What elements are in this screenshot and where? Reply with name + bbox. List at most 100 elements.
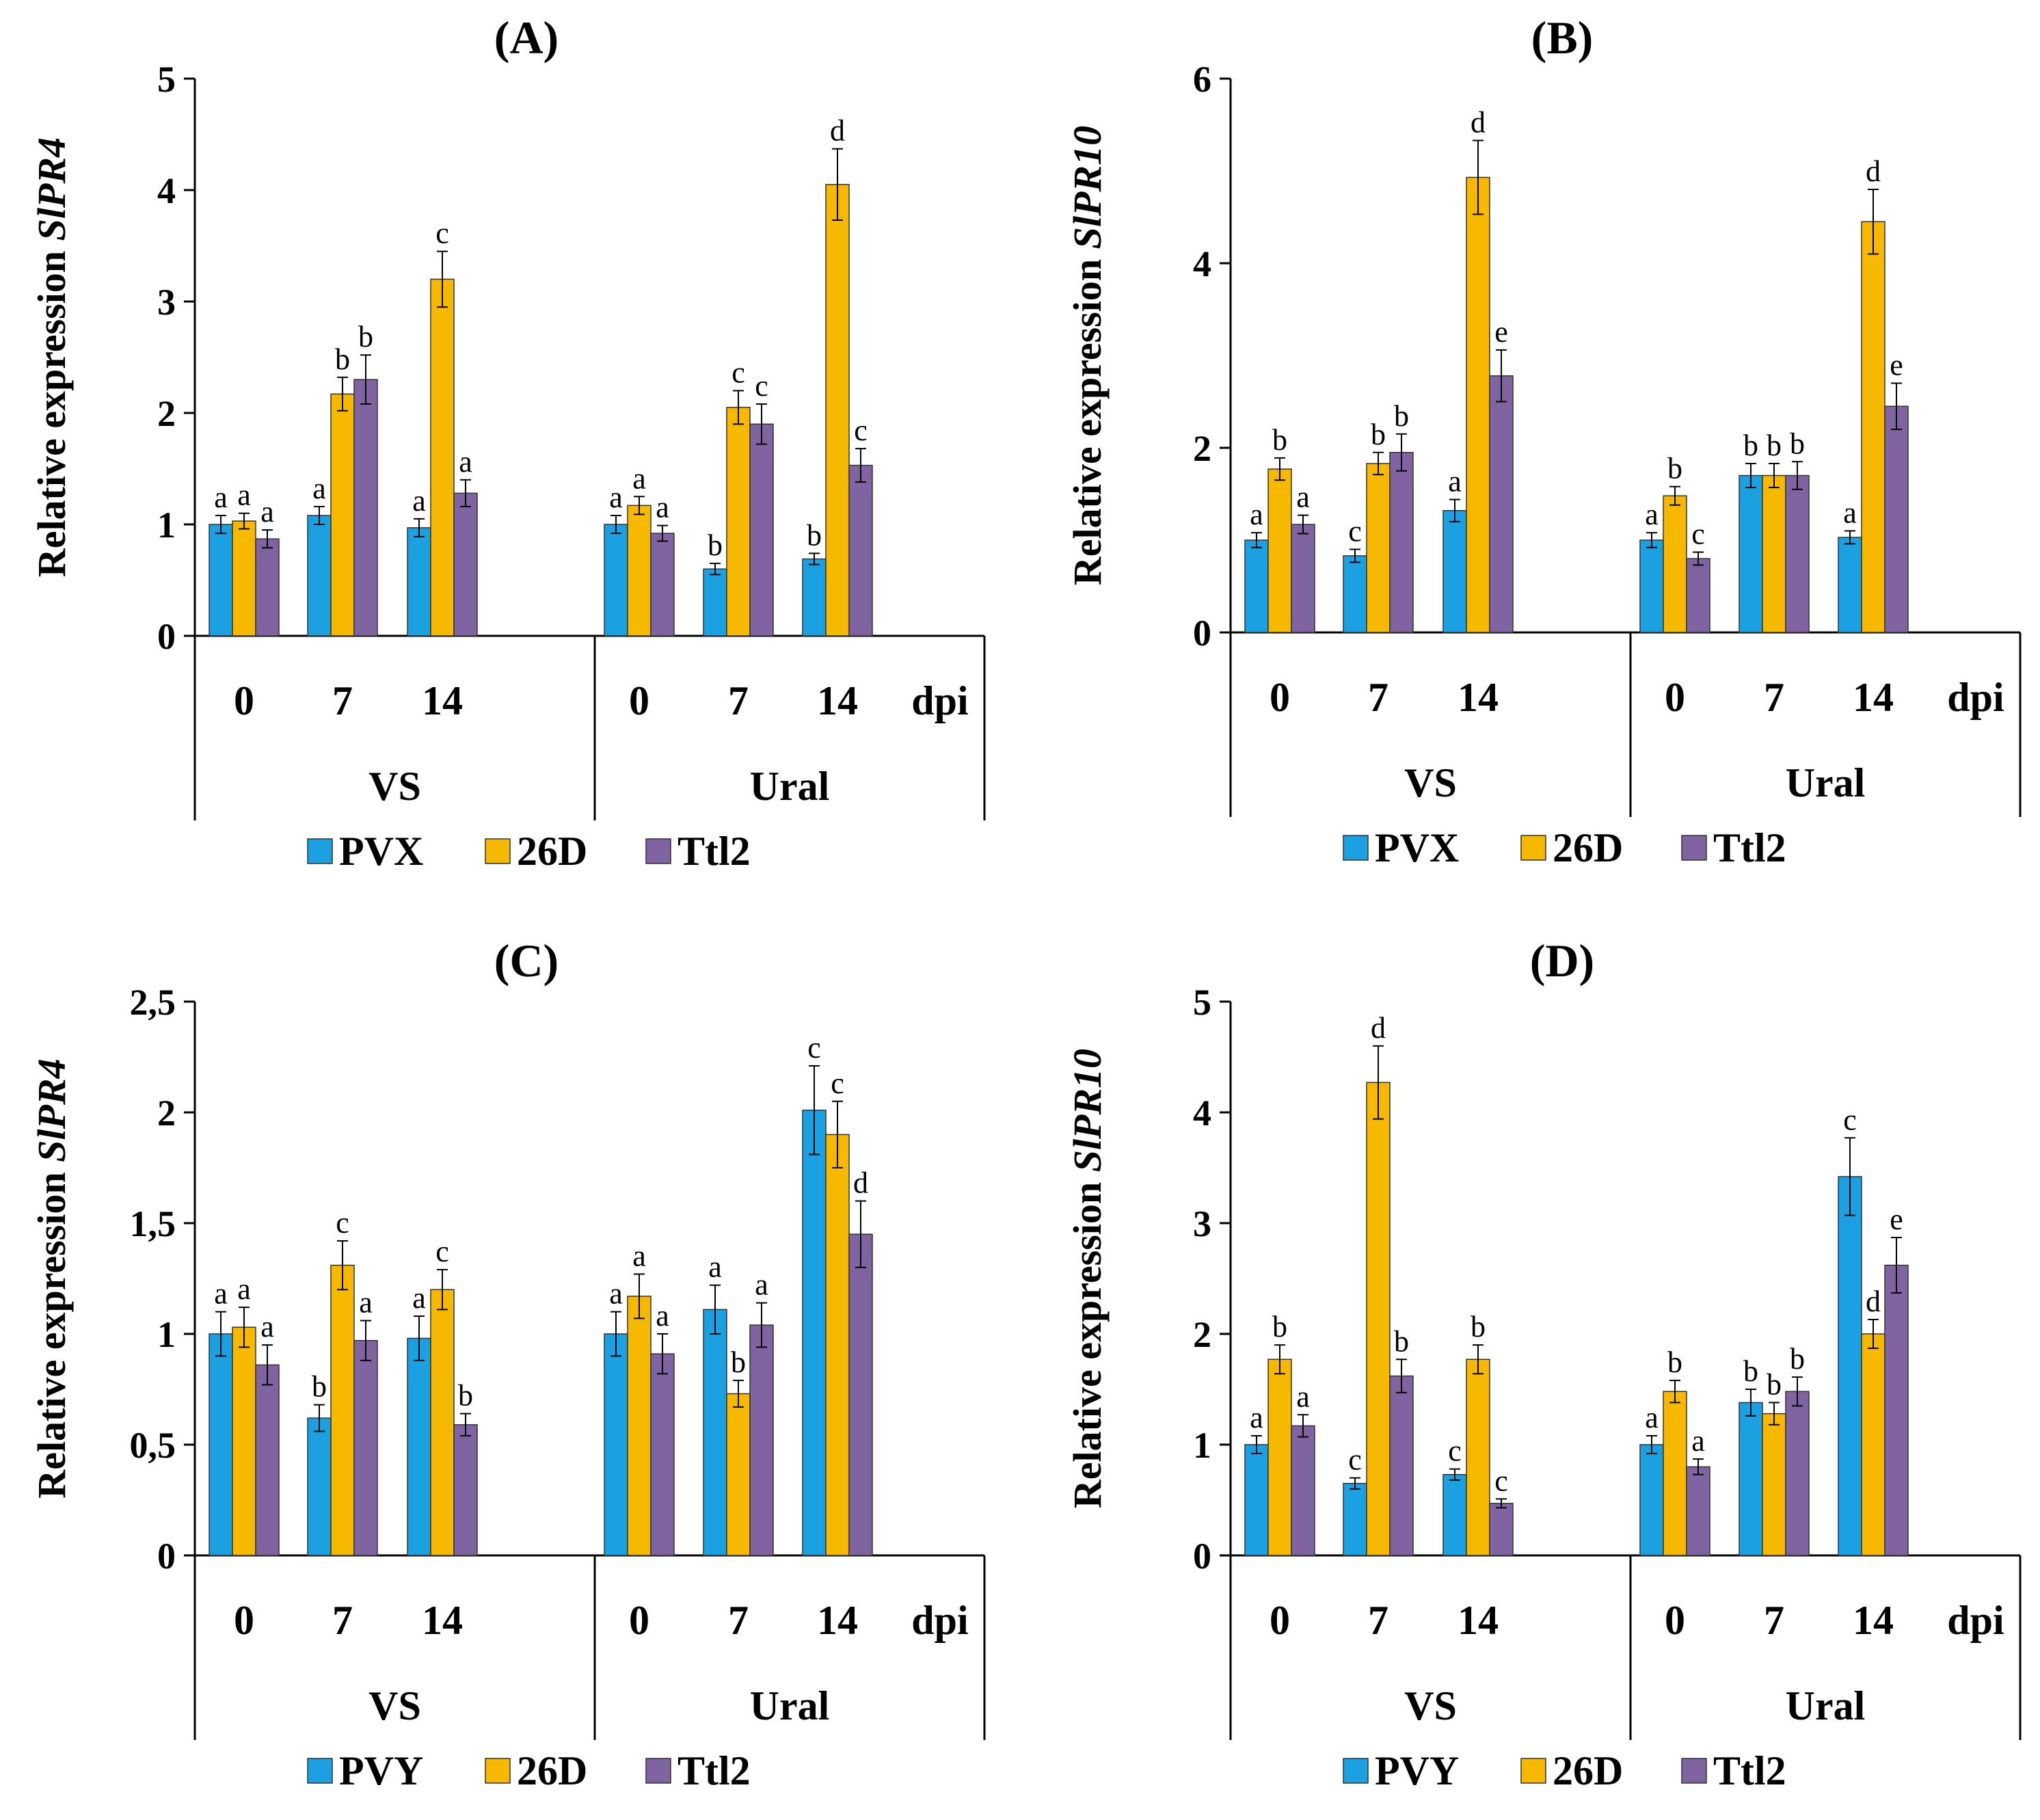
significance-letter: c — [1691, 518, 1705, 551]
significance-letter: a — [1691, 1424, 1705, 1458]
significance-letter: a — [359, 1286, 373, 1320]
significance-letter: c — [435, 1235, 449, 1268]
significance-letter: a — [214, 1277, 228, 1311]
significance-letter: a — [1296, 1380, 1310, 1413]
legend-label: PVY — [1375, 1748, 1459, 1793]
significance-letter: c — [1448, 1434, 1462, 1468]
x-tick-label: 14 — [422, 1598, 463, 1643]
significance-letter: b — [1743, 1354, 1758, 1388]
bar-26d — [726, 407, 751, 637]
significance-letter: a — [260, 495, 274, 528]
group-label-ural: Ural — [750, 1683, 830, 1728]
bar-26d — [1466, 176, 1490, 633]
significance-letter: d — [853, 1166, 868, 1200]
legend-swatch — [645, 838, 671, 864]
legend-swatch — [1343, 1758, 1369, 1784]
y-tick-label: 0 — [1193, 613, 1211, 654]
panel-title: (C) — [494, 935, 559, 987]
legend-label: 26D — [517, 1748, 587, 1793]
significance-letter: b — [731, 1346, 746, 1379]
x-tick-label: 14 — [817, 678, 858, 723]
panel-b: (B) Relative expression SlPR10 0 2 4 6 0 7 14 0 7 1… — [1065, 12, 2022, 870]
group-label-vs: VS — [1404, 1683, 1457, 1728]
y-axis-label: Relative expression SlPR10 — [1065, 1049, 1110, 1508]
bar-pvy — [1838, 1176, 1862, 1556]
x-tick-label: 14 — [1458, 1598, 1499, 1643]
significance-letter: a — [656, 491, 669, 524]
bar-pvy — [209, 1333, 233, 1556]
legend-swatch — [307, 838, 333, 864]
legend-label: Ttl2 — [1713, 1748, 1786, 1793]
bar-26d — [430, 1289, 455, 1556]
significance-letter: a — [632, 1240, 646, 1273]
group-label-ural: Ural — [1786, 760, 1866, 805]
x-tick-label: 0 — [1665, 1598, 1685, 1643]
y-tick-label: 2,5 — [130, 982, 176, 1023]
bar-pvx — [1343, 555, 1367, 633]
bar-pvx — [1838, 537, 1862, 633]
bar-ttl2 — [1884, 405, 1909, 633]
legend-label: Ttl2 — [1713, 825, 1786, 870]
bar-pvy — [1639, 1444, 1664, 1556]
x-tick-label: 0 — [1270, 675, 1290, 720]
x-tick-label: 7 — [1368, 1598, 1388, 1643]
bar-pvx — [1442, 510, 1467, 633]
bar-pvy — [1739, 1402, 1763, 1556]
legend-label: 26D — [1553, 825, 1623, 870]
significance-letter: c — [1843, 1103, 1857, 1136]
significance-letter: c — [755, 369, 768, 403]
significance-letter: a — [1645, 498, 1659, 531]
bar-26d — [330, 393, 355, 637]
significance-letter: a — [412, 484, 426, 518]
panel-d: (D) Relative expression SlPR10 0 1 2 3 4 5 0 7 14 0… — [1065, 935, 2022, 1793]
significance-letter: e — [1890, 1203, 1903, 1236]
y-tick-label: 0 — [157, 1536, 176, 1577]
x-tick-label: 0 — [1665, 675, 1685, 720]
x-tick-label: 7 — [1764, 675, 1784, 720]
x-unit-label: dpi — [911, 1598, 968, 1643]
legend-swatch — [1681, 835, 1707, 861]
y-tick-label: 1,5 — [130, 1203, 176, 1244]
significance-letter: b — [335, 343, 350, 376]
bar-ttl2 — [749, 1324, 774, 1556]
x-tick-label: 14 — [1458, 675, 1499, 720]
y-tick-label: 5 — [157, 59, 176, 100]
significance-letter: b — [807, 518, 822, 552]
significance-letter: a — [459, 445, 472, 479]
significance-letter: b — [1667, 452, 1682, 485]
legend-swatch — [1343, 835, 1369, 861]
bar-ttl2 — [749, 423, 774, 637]
bar-pvy — [703, 1309, 727, 1556]
group-label-vs: VS — [1404, 760, 1457, 805]
y-tick-label: 0 — [157, 616, 176, 657]
panel-title: (D) — [1530, 935, 1594, 987]
bar-ttl2 — [1389, 452, 1414, 633]
y-tick-label: 3 — [1193, 1203, 1211, 1244]
significance-letter: c — [1348, 515, 1362, 548]
y-tick-label: 1 — [157, 505, 176, 546]
y-tick-label: 6 — [1193, 59, 1211, 100]
significance-letter: b — [1471, 1310, 1486, 1343]
bar-ttl2 — [255, 1364, 280, 1556]
y-tick-label: 0,5 — [130, 1425, 176, 1466]
significance-letter: b — [1272, 1310, 1287, 1343]
significance-letter: c — [435, 217, 449, 250]
bar-ttl2 — [1291, 1425, 1315, 1556]
significance-letter: a — [260, 1310, 274, 1343]
bar-ttl2 — [453, 1424, 478, 1556]
bar-ttl2 — [650, 533, 675, 637]
significance-letter: b — [1767, 1367, 1782, 1401]
legend-swatch — [307, 1758, 333, 1784]
significance-letter: b — [1667, 1346, 1682, 1379]
group-label-vs: VS — [368, 1683, 421, 1728]
significance-letter: b — [1790, 1342, 1805, 1376]
x-tick-label: 7 — [332, 1598, 353, 1643]
panel-title: (B) — [1531, 12, 1594, 64]
legend-swatch — [1681, 1758, 1707, 1784]
significance-letter: c — [854, 414, 868, 447]
bar-pvx — [1639, 539, 1664, 633]
y-tick-label: 2 — [157, 1093, 176, 1134]
legend-swatch — [485, 838, 511, 864]
bar-ttl2 — [1785, 474, 1810, 633]
panel-a: (A) Relative expression SlPR4 0 1 2 3 4 5 0 7 14 0 7… — [29, 12, 986, 874]
